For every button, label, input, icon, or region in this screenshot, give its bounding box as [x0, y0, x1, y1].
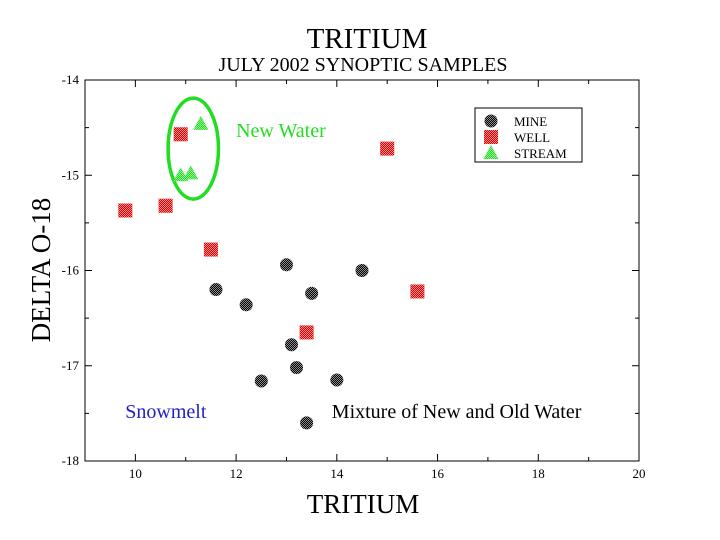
mine-point-texture [254, 374, 268, 388]
y-tick-label: -18 [62, 453, 79, 468]
x-tick-label: 10 [129, 466, 142, 481]
annotation-label: Snowmelt [125, 401, 207, 423]
mine-point-texture [279, 258, 293, 272]
x-tick-label: 18 [532, 466, 545, 481]
x-tick-label: 20 [633, 466, 646, 481]
well-point-texture [203, 242, 218, 257]
y-axis-label: DELTA O-18 [26, 198, 56, 343]
well-point-texture [299, 325, 314, 340]
axis-ticks [84, 79, 640, 462]
mine-point-texture [305, 286, 319, 300]
legend-marker-mine-texture [484, 114, 498, 128]
mine-point-texture [284, 338, 298, 352]
stream-point-texture [183, 165, 199, 180]
data-points [118, 115, 425, 430]
mine-point-texture [209, 283, 223, 297]
mine-point-texture [330, 373, 344, 387]
y-tick-label: -17 [62, 358, 80, 373]
well-point-texture [173, 127, 188, 142]
annotations: New Water Snowmelt Mixture of New and Old … [125, 96, 582, 423]
chart-subtitle: JULY 2002 SYNOPTIC SAMPLES [219, 54, 508, 76]
legend-label-stream: STREAM [514, 146, 567, 161]
legend-marker-well-texture [484, 130, 498, 144]
legend-label-mine: MINE [514, 114, 547, 129]
mine-point-texture [290, 361, 304, 375]
y-tick-label: -16 [62, 263, 80, 278]
annotation-label: Mixture of New and Old Water [332, 401, 582, 423]
well-point-texture [410, 284, 425, 299]
mine-point-texture [355, 264, 369, 277]
x-tick-label: 16 [431, 466, 445, 481]
x-axis-label: TRITIUM [307, 489, 419, 519]
chart-title: TRITIUM [307, 23, 428, 55]
well-point-texture [380, 141, 395, 156]
new-water-ellipse [166, 96, 221, 201]
y-tick-label: -14 [62, 72, 80, 87]
well-point-texture [158, 198, 173, 213]
well-point-texture [118, 203, 133, 218]
mine-point-texture [239, 298, 253, 312]
x-tick-label: 14 [330, 466, 344, 481]
legend-marker-stream-texture [483, 145, 499, 159]
y-tick-label: -15 [62, 167, 79, 182]
legend-label-well: WELL [514, 130, 550, 145]
stream-point-texture [193, 115, 209, 130]
annotation-label: New Water [236, 120, 326, 142]
mine-point-texture [300, 416, 314, 430]
axis-tick-labels: 10 12 14 16 18 20 -18 -17 -16 -15 -14 [62, 72, 646, 481]
x-tick-label: 12 [230, 466, 243, 481]
